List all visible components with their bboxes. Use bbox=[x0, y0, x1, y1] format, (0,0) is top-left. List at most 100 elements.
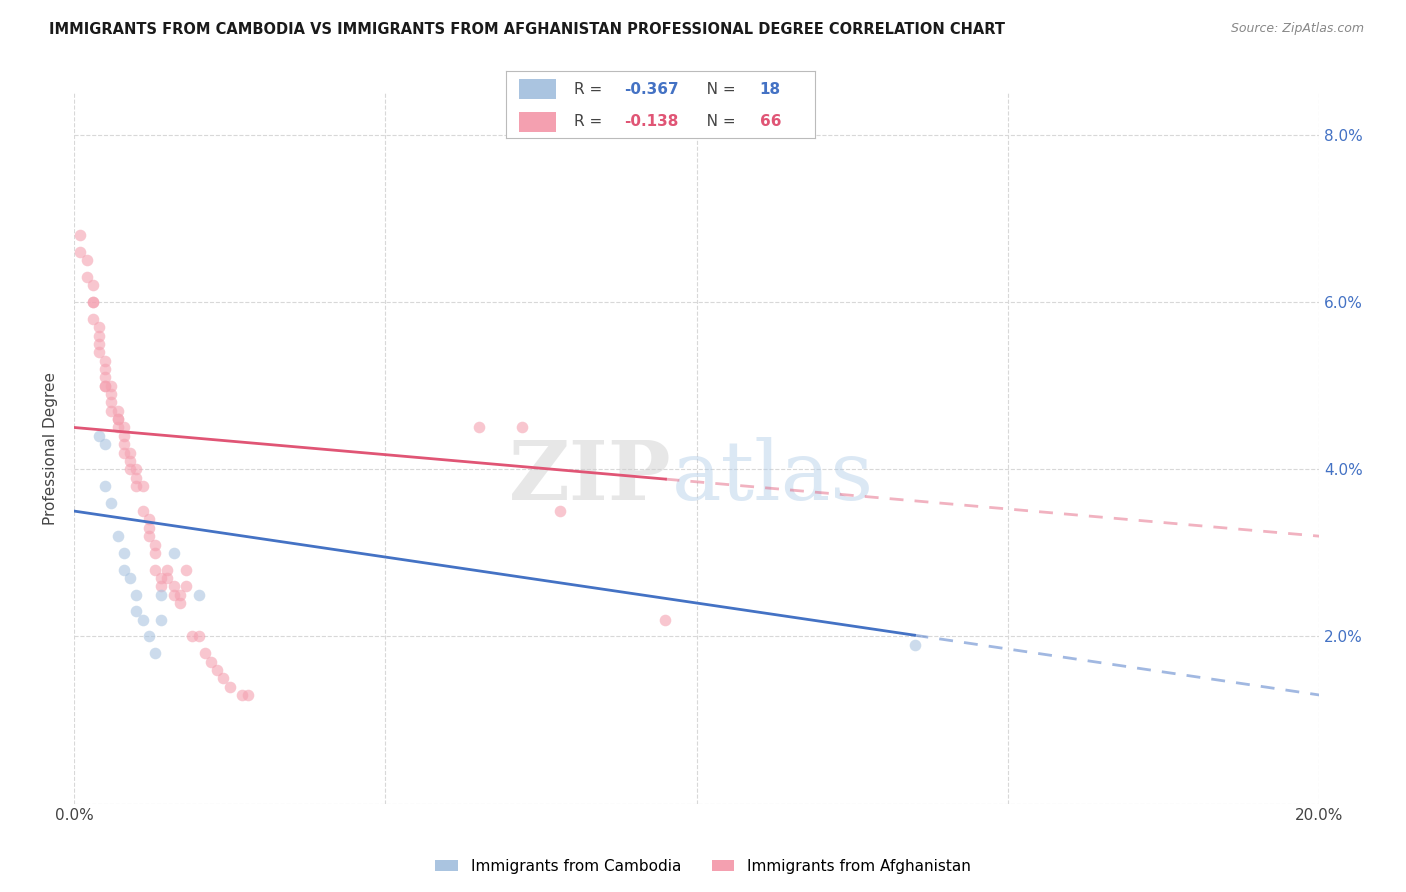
Point bbox=[112, 429, 135, 443]
Point bbox=[125, 479, 148, 493]
Point bbox=[100, 395, 122, 409]
Point bbox=[94, 362, 117, 376]
Point bbox=[112, 546, 135, 560]
Point bbox=[87, 320, 110, 334]
Point bbox=[107, 412, 129, 426]
Point bbox=[69, 244, 91, 259]
Point bbox=[163, 546, 186, 560]
Text: 66: 66 bbox=[759, 114, 782, 129]
Point bbox=[100, 404, 122, 418]
Point bbox=[150, 613, 173, 627]
Point bbox=[120, 445, 142, 459]
Point bbox=[87, 345, 110, 359]
Text: Source: ZipAtlas.com: Source: ZipAtlas.com bbox=[1230, 22, 1364, 36]
Point bbox=[107, 420, 129, 434]
Point bbox=[112, 437, 135, 451]
Text: N =: N = bbox=[692, 82, 740, 97]
Point bbox=[107, 404, 129, 418]
Point bbox=[207, 663, 229, 677]
Point bbox=[87, 429, 110, 443]
Point bbox=[138, 521, 160, 535]
Point bbox=[231, 688, 253, 702]
Point bbox=[187, 588, 209, 602]
Point bbox=[87, 337, 110, 351]
Point bbox=[131, 504, 153, 518]
Point bbox=[107, 529, 129, 543]
Point bbox=[212, 671, 235, 685]
Point bbox=[76, 270, 98, 285]
Point bbox=[94, 378, 117, 392]
Point bbox=[94, 353, 117, 368]
Point bbox=[94, 479, 117, 493]
Point bbox=[194, 646, 217, 660]
Point bbox=[82, 278, 104, 293]
Point bbox=[163, 588, 186, 602]
Point bbox=[138, 512, 160, 526]
Point bbox=[467, 420, 489, 434]
Point bbox=[100, 387, 122, 401]
Y-axis label: Professional Degree: Professional Degree bbox=[44, 372, 58, 524]
Point bbox=[138, 529, 160, 543]
Point bbox=[100, 378, 122, 392]
Text: -0.367: -0.367 bbox=[624, 82, 678, 97]
Point bbox=[125, 462, 148, 476]
Point bbox=[125, 604, 148, 618]
Point bbox=[200, 655, 222, 669]
Point bbox=[107, 412, 129, 426]
Point bbox=[87, 328, 110, 343]
Point bbox=[156, 571, 179, 585]
Text: atlas: atlas bbox=[672, 437, 875, 516]
Point bbox=[548, 504, 571, 518]
Point bbox=[654, 613, 676, 627]
Point bbox=[150, 588, 173, 602]
Text: IMMIGRANTS FROM CAMBODIA VS IMMIGRANTS FROM AFGHANISTAN PROFESSIONAL DEGREE CORR: IMMIGRANTS FROM CAMBODIA VS IMMIGRANTS F… bbox=[49, 22, 1005, 37]
Point bbox=[238, 688, 260, 702]
Point bbox=[169, 588, 191, 602]
Point bbox=[94, 378, 117, 392]
Legend:  bbox=[654, 86, 665, 97]
Point bbox=[187, 630, 209, 644]
Point bbox=[150, 579, 173, 593]
Text: 18: 18 bbox=[759, 82, 780, 97]
Point bbox=[112, 445, 135, 459]
Point bbox=[120, 462, 142, 476]
Point bbox=[156, 563, 179, 577]
Point bbox=[138, 630, 160, 644]
Text: N =: N = bbox=[692, 114, 740, 129]
Point bbox=[125, 588, 148, 602]
Point bbox=[131, 479, 153, 493]
Point bbox=[76, 253, 98, 268]
Point bbox=[174, 579, 197, 593]
Point bbox=[131, 613, 153, 627]
Point bbox=[125, 470, 148, 484]
Point bbox=[143, 563, 166, 577]
Point bbox=[181, 630, 204, 644]
Point bbox=[82, 311, 104, 326]
Point bbox=[69, 228, 91, 243]
Text: -0.138: -0.138 bbox=[624, 114, 678, 129]
Point bbox=[510, 420, 533, 434]
Point bbox=[174, 563, 197, 577]
Point bbox=[94, 437, 117, 451]
Point bbox=[94, 370, 117, 384]
Text: R =: R = bbox=[574, 82, 607, 97]
Point bbox=[163, 579, 186, 593]
Point bbox=[143, 646, 166, 660]
Legend: Immigrants from Cambodia, Immigrants from Afghanistan: Immigrants from Cambodia, Immigrants fro… bbox=[429, 853, 977, 880]
Point bbox=[112, 563, 135, 577]
Point bbox=[903, 638, 925, 652]
Point bbox=[100, 496, 122, 510]
Point bbox=[169, 596, 191, 610]
Point bbox=[143, 537, 166, 551]
FancyBboxPatch shape bbox=[519, 79, 555, 99]
Point bbox=[120, 571, 142, 585]
Point bbox=[120, 454, 142, 468]
Point bbox=[150, 571, 173, 585]
Text: ZIP: ZIP bbox=[509, 437, 672, 516]
Point bbox=[112, 420, 135, 434]
Point bbox=[143, 546, 166, 560]
Point bbox=[218, 680, 240, 694]
Point bbox=[82, 295, 104, 310]
Point bbox=[82, 295, 104, 310]
FancyBboxPatch shape bbox=[519, 112, 555, 131]
